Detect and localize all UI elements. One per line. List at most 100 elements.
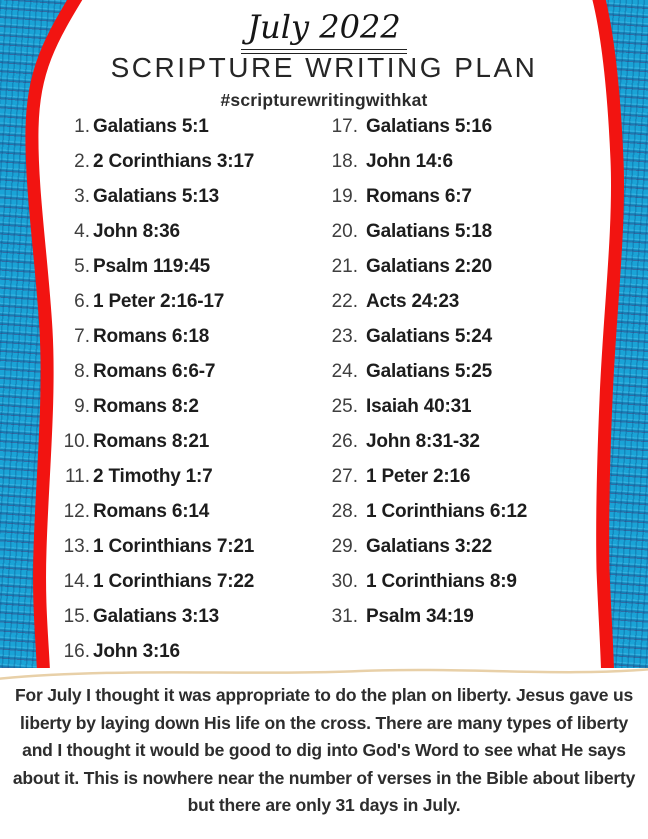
plan-item-number: 25. [331,396,358,417]
plan-item: 29. Galatians 3:22 [322,529,602,564]
footer-paragraph: For July I thought it was appropriate to… [12,685,636,815]
plan-item: 10. Romans 8:21 [58,424,328,459]
plan-item-reference: Romans 6:6-7 [93,361,216,382]
plan-item-number: 20. [331,221,358,242]
month-title-text: July 2022 [241,8,408,54]
plan-item: 8. Romans 6:6-7 [58,354,328,389]
plan-item-number: 29. [331,536,358,557]
plan-item: 11. 2 Timothy 1:7 [58,459,328,494]
plan-item: 9. Romans 8:2 [58,389,328,424]
plan-item-number: 4. [74,221,90,242]
plan-item-number: 18. [331,151,358,172]
plan-item-reference: Romans 6:14 [93,501,210,522]
plan-item: 27. 1 Peter 2:16 [322,459,602,494]
plan-item-number: 6. [74,291,90,312]
plan-item-reference: Galatians 5:16 [366,116,493,137]
plan-item: 3. Galatians 5:13 [58,179,328,214]
plan-item: 19. Romans 6:7 [322,179,602,214]
plan-item-reference: Galatians 5:25 [366,361,493,382]
plan-item-number: 28. [331,501,358,522]
plan-item-number: 12. [63,501,90,522]
plan-item-number: 10. [63,431,90,452]
plan-item: 30. 1 Corinthians 8:9 [322,564,602,599]
plan-item-reference: 1 Corinthians 8:9 [366,571,517,592]
plan-item-number: 11. [64,466,90,487]
plan-column-right: 17. Galatians 5:16 18. John 14:6 19. Romans 6… [322,109,602,634]
divider-wavy-line [0,668,648,680]
plan-item-reference: Galatians 5:13 [93,186,220,207]
plan-item-number: 27. [331,466,358,487]
plan-item: 5. Psalm 119:45 [58,249,328,284]
plan-item: 13. 1 Corinthians 7:21 [58,529,328,564]
plan-item-reference: 2 Corinthians 3:17 [93,151,255,172]
plan-item-number: 13. [63,536,90,557]
page-title: SCRIPTURE WRITING PLAN [110,52,538,83]
plan-item-number: 22. [331,291,358,312]
plan-item-reference: 1 Corinthians 7:22 [93,571,255,592]
plan-item: 28. 1 Corinthians 6:12 [322,494,602,529]
plan-item-reference: Galatians 5:18 [366,221,493,242]
plan-item-reference: 2 Timothy 1:7 [93,466,213,487]
plan-item-reference: Isaiah 40:31 [366,396,472,417]
plan-item-number: 5. [74,256,90,277]
plan-item: 6. 1 Peter 2:16-17 [58,284,328,319]
plan-item-number: 17. [331,116,358,137]
plan-item: 17. Galatians 5:16 [322,109,602,144]
plan-column-left: 1. Galatians 5:1 2. 2 Corinthians 3:17 3. Gal… [58,109,328,669]
plan-item-reference: Romans 8:2 [93,396,199,417]
plan-item-number: 24. [331,361,358,382]
plan-item: 14. 1 Corinthians 7:22 [58,564,328,599]
plan-item: 23. Galatians 5:24 [322,319,602,354]
plan-item-reference: 1 Peter 2:16-17 [93,291,225,312]
plan-item-number: 8. [74,361,90,382]
plan-item-reference: John 8:31-32 [366,431,480,452]
plan-item-number: 31. [331,606,358,627]
plan-item: 24. Galatians 5:25 [322,354,602,389]
plan-item-reference: Psalm 34:19 [366,606,474,627]
plan-item-number: 19. [331,186,358,207]
plan-item-reference: Romans 8:21 [93,431,210,452]
plan-item-number: 26. [331,431,358,452]
plan-item-reference: John 3:16 [93,641,180,662]
plan-item-reference: Psalm 119:45 [93,256,210,277]
plan-item: 12. Romans 6:14 [58,494,328,529]
plan-item: 7. Romans 6:18 [58,319,328,354]
plan-item-number: 23. [331,326,358,347]
plan-item-reference: 1 Corinthians 7:21 [93,536,255,557]
plan-item-reference: Acts 24:23 [366,291,460,312]
plan-item: 18. John 14:6 [322,144,602,179]
footer-band [0,668,648,839]
plan-item-number: 2. [74,151,90,172]
plan-item-reference: Galatians 5:1 [93,116,209,137]
plan-item: 22. Acts 24:23 [322,284,602,319]
plan-item: 25. Isaiah 40:31 [322,389,602,424]
plan-item: 16. John 3:16 [58,634,328,669]
plan-item-number: 9. [74,396,90,417]
plan-item-number: 14. [63,571,90,592]
plan-item-reference: Galatians 3:13 [93,606,220,627]
plan-item-number: 3. [74,186,90,207]
plan-item-reference: 1 Peter 2:16 [366,466,471,487]
plan-item-number: 30. [331,571,358,592]
plan-item: 31. Psalm 34:19 [322,599,602,634]
plan-item: 21. Galatians 2:20 [322,249,602,284]
plan-item-reference: Galatians 5:24 [366,326,493,347]
plan-item-reference: Romans 6:7 [366,186,472,207]
plan-item-number: 21. [331,256,358,277]
plan-item: 2. 2 Corinthians 3:17 [58,144,328,179]
plan-item: 15. Galatians 3:13 [58,599,328,634]
plan-item-number: 16. [63,641,90,662]
plan-item-reference: 1 Corinthians 6:12 [366,501,528,522]
plan-item-reference: John 14:6 [366,151,453,172]
plan-item: 26. John 8:31-32 [322,424,602,459]
plan-item-reference: John 8:36 [93,221,180,242]
hashtag: #scripturewritingwithkat [220,90,428,110]
plan-item-number: 1. [74,116,90,137]
plan-item: 20. Galatians 5:18 [322,214,602,249]
plan-item-reference: Romans 6:18 [93,326,210,347]
plan-item: 4. John 8:36 [58,214,328,249]
plan-item-reference: Galatians 3:22 [366,536,493,557]
plan-item-number: 15. [63,606,90,627]
